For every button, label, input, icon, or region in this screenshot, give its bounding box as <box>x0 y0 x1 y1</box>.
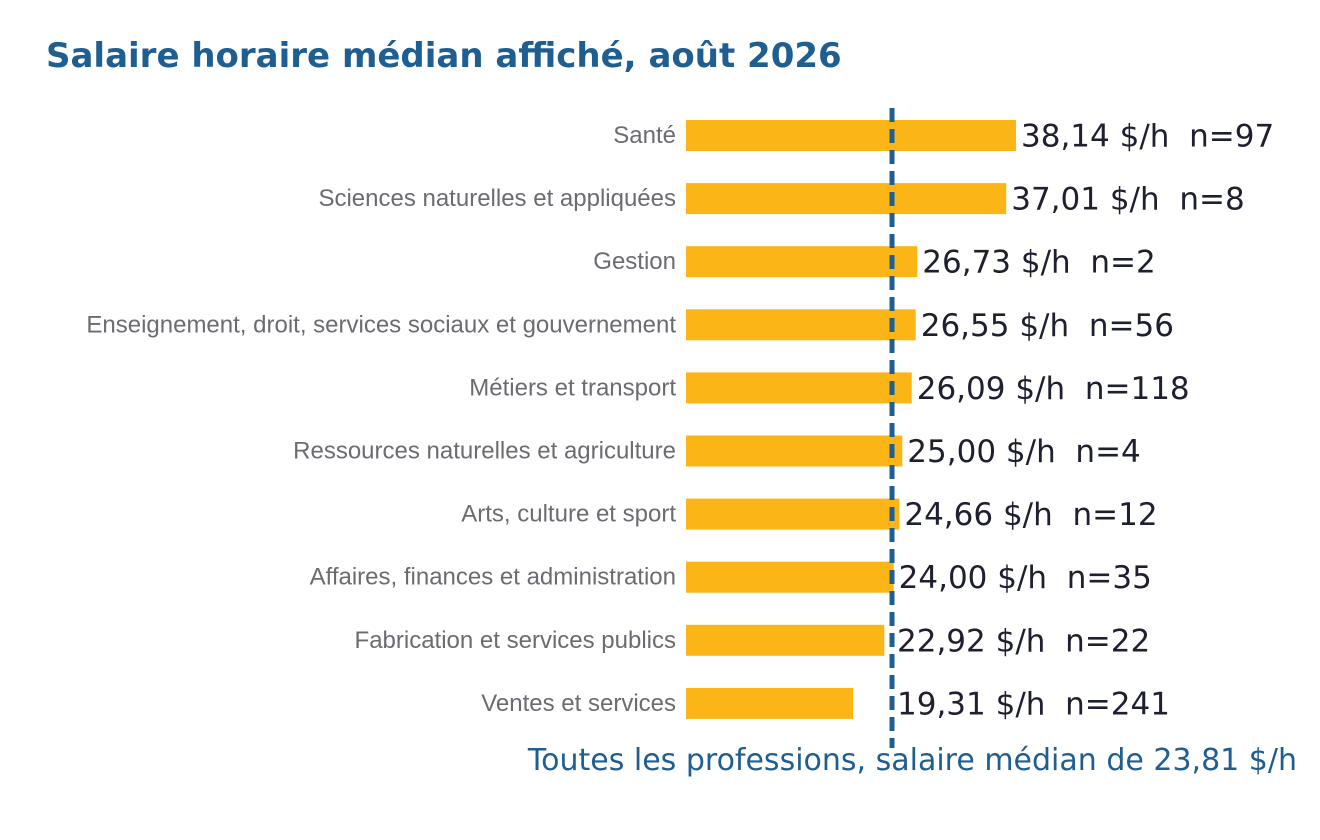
data-label: 24,66 $/h n=12 <box>904 497 1157 533</box>
category-label: Ressources naturelles et agriculture <box>293 438 676 465</box>
category-label: Gestion <box>593 248 676 275</box>
bar <box>686 498 900 530</box>
category-label: Affaires, finances et administration <box>310 564 676 591</box>
bar <box>686 246 918 278</box>
bar <box>686 561 894 593</box>
category-label: Arts, culture et sport <box>461 501 676 528</box>
category-label: Sciences naturelles et appliquées <box>318 185 676 212</box>
data-label: 26,73 $/h n=2 <box>922 245 1155 281</box>
bar <box>686 120 1016 151</box>
bar <box>686 309 916 341</box>
data-label: 37,01 $/h n=8 <box>1011 182 1244 218</box>
bar <box>686 183 1007 215</box>
reference-line-label: Toutes les professions, salaire médian d… <box>527 743 1297 778</box>
data-label: 26,55 $/h n=56 <box>921 308 1174 344</box>
bar <box>686 372 912 404</box>
bars-layer: Santé 38,14 $/h n=97 Sciences naturelles e… <box>86 119 1274 723</box>
category-label: Métiers et transport <box>469 374 676 401</box>
data-label: 19,31 $/h n=241 <box>897 686 1170 722</box>
data-label: 26,09 $/h n=118 <box>917 371 1190 407</box>
data-label: 22,92 $/h n=22 <box>897 623 1150 659</box>
category-label: Santé <box>613 122 676 149</box>
category-label: Enseignement, droit, services sociaux et… <box>86 311 676 338</box>
bar <box>686 624 885 656</box>
data-label: 25,00 $/h n=4 <box>907 434 1140 470</box>
data-label: 24,00 $/h n=35 <box>899 560 1152 596</box>
bar <box>686 435 903 467</box>
bar <box>686 687 854 719</box>
category-label: Ventes et services <box>481 690 676 717</box>
data-label: 38,14 $/h n=97 <box>1021 119 1274 155</box>
chart-title: Salaire horaire médian affiché, août 202… <box>46 36 842 76</box>
category-label: Fabrication et services publics <box>355 627 676 654</box>
